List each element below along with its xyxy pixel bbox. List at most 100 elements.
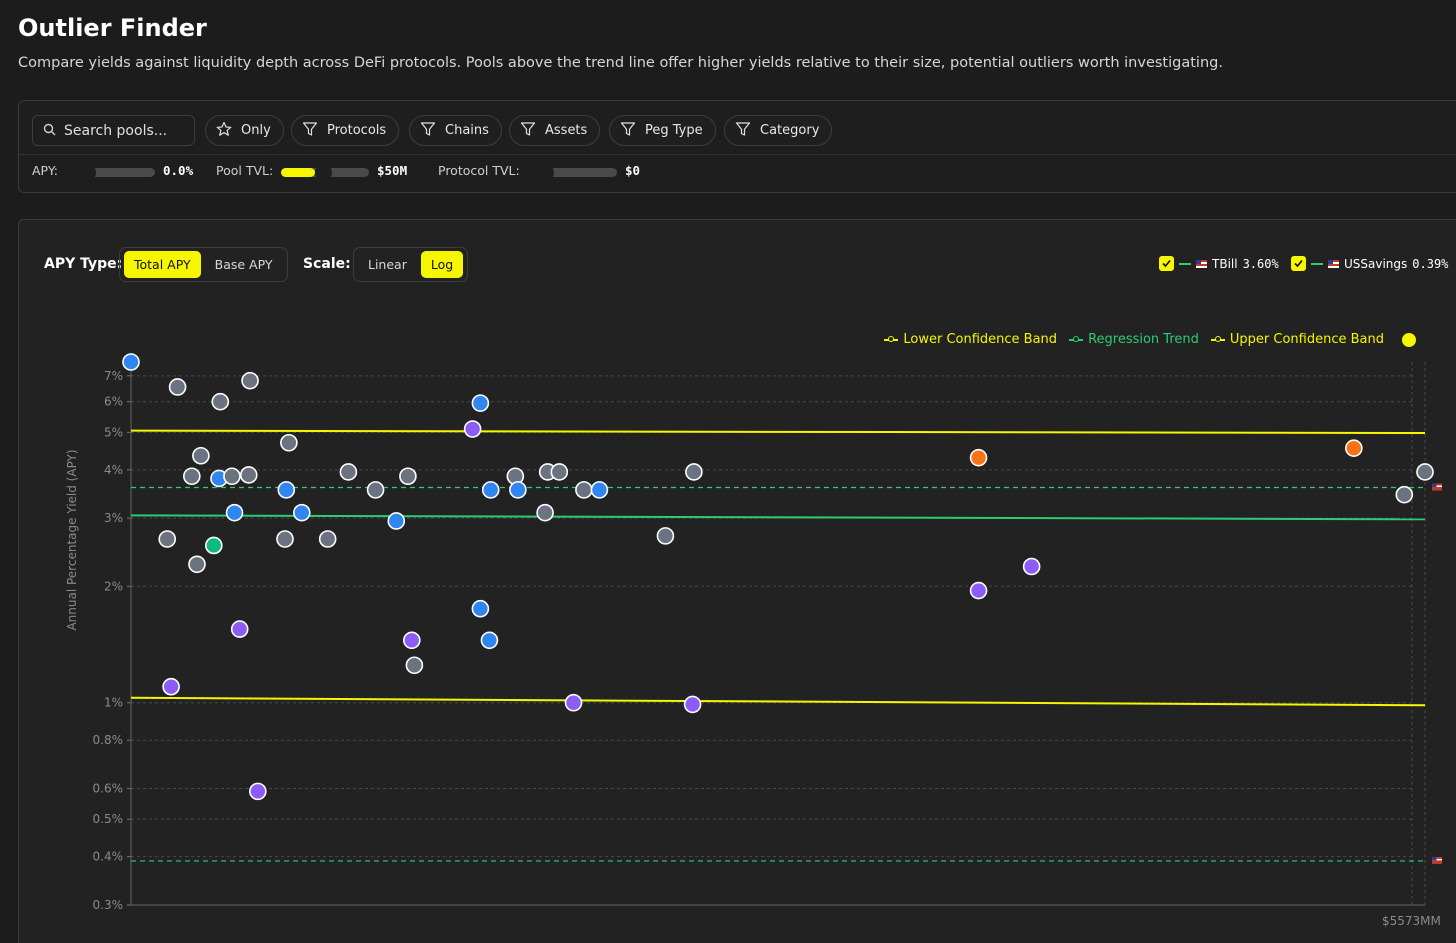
data-point [471,394,490,412]
data-point [211,392,230,411]
data-point [188,555,206,574]
favorites-only-chip[interactable]: Only [205,115,284,146]
checkbox-checked-icon[interactable] [1159,256,1174,271]
apy-type-label: APY Type: [44,256,123,272]
assets-filter-chip[interactable]: Assets [509,115,601,146]
chart-legend: Lower Confidence Band Regression Trend U… [884,332,1416,347]
data-point [249,782,267,801]
search-box[interactable] [32,115,195,146]
benchmark-ussavings[interactable]: USSavings 0.39% [1291,256,1448,271]
pool-tvl-range-thumb[interactable] [315,164,332,181]
chip-label: Category [760,123,820,138]
linear-scale-button[interactable]: Linear [368,257,407,272]
benchmark-tbill[interactable]: TBill 3.60% [1159,256,1279,271]
benchmark-rate: 3.60% [1242,256,1279,271]
pool-tvl-range-fill [281,168,315,177]
data-point [564,693,583,712]
y-tick-label: 5% [104,425,123,439]
data-point [402,631,421,650]
category-filter-chip[interactable]: Category [724,115,833,146]
line-marker-icon [1069,335,1084,342]
legend-points-dot[interactable] [1402,332,1416,347]
y-tick-label: 2% [104,579,123,593]
data-point [405,656,424,675]
data-point [192,446,210,465]
data-point [481,481,500,499]
data-point [241,371,259,390]
data-point [685,463,703,481]
y-tick-label: 0.5% [93,812,124,826]
peg-type-filter-chip[interactable]: Peg Type [609,115,716,146]
data-point [280,433,298,452]
benchmark-name: USSavings [1344,256,1408,271]
legend-label: Regression Trend [1088,332,1199,347]
total-apy-button[interactable]: Total APY [124,251,201,278]
apy-range-thumb[interactable] [79,164,96,181]
y-tick-label: 0.3% [93,898,124,912]
search-input[interactable] [64,122,189,139]
data-point [590,481,609,499]
flag-canton [1432,856,1437,861]
page-title: Outlier Finder [18,14,207,42]
us-flag-icon [1196,259,1207,268]
data-point [683,695,702,714]
y-axis-label: Annual Percentage Yield (APY) [65,449,79,630]
data-point [550,463,569,481]
line-marker-icon [1210,335,1225,342]
legend-upper-band[interactable]: Upper Confidence Band [1210,332,1384,347]
y-tick-label: 7% [104,369,123,383]
checkbox-checked-icon[interactable] [1291,256,1306,271]
data-point [1395,485,1414,504]
y-tick-label: 6% [104,395,123,409]
log-scale-button[interactable]: Log [420,251,464,278]
filter-icon [620,121,636,141]
protocol-tvl-range-track[interactable] [545,168,617,177]
upper-confidence-band [130,429,1426,435]
data-point [1022,557,1041,576]
protocol-tvl-range-thumb[interactable] [537,164,554,181]
y-tick-label: 1% [104,696,123,710]
data-point [158,530,177,548]
data-point [1345,439,1363,457]
data-point [223,467,241,486]
chains-filter-chip[interactable]: Chains [409,115,502,146]
page-description: Compare yields against liquidity depth a… [18,55,1223,71]
chip-label: Assets [545,123,588,138]
regression-trend [130,514,1426,521]
data-point [1416,463,1434,481]
filter-icon [420,121,436,141]
legend-regression-trend[interactable]: Regression Trend [1069,332,1199,347]
protocols-filter-chip[interactable]: Protocols [291,115,400,146]
data-point [480,631,499,650]
apy-type-toggle: Total APY Base APY [119,247,288,282]
search-icon [43,121,56,140]
star-icon [216,121,232,141]
benchmark-name: TBill [1212,256,1238,271]
filter-divider [19,154,1456,155]
flag-canton [1432,483,1437,488]
data-point [183,467,201,486]
legend-label: Lower Confidence Band [903,332,1058,347]
data-point [318,530,337,548]
protocol-tvl-range-label: Protocol TVL: [438,163,520,178]
dashed-line-icon [1179,262,1191,265]
benchmark-rate: 0.39% [1412,256,1449,271]
data-point [575,481,593,499]
protocol-tvl-range-value: $0 [625,163,641,178]
data-point [387,512,406,530]
data-point [168,378,187,396]
flag-stripe [1432,485,1442,488]
us-flag-icon [1328,259,1339,268]
data-point [969,581,988,600]
pool-tvl-range-value: $50M [377,163,408,178]
y-tick-label: 0.6% [93,782,124,796]
apy-range-track[interactable] [85,168,155,177]
legend-label: Upper Confidence Band [1229,332,1384,347]
y-tick-label: 3% [104,511,123,525]
base-apy-button[interactable]: Base APY [214,257,273,272]
filter-icon [735,121,751,141]
legend-lower-band[interactable]: Lower Confidence Band [884,332,1057,347]
data-point [225,503,244,522]
data-point [366,481,385,499]
